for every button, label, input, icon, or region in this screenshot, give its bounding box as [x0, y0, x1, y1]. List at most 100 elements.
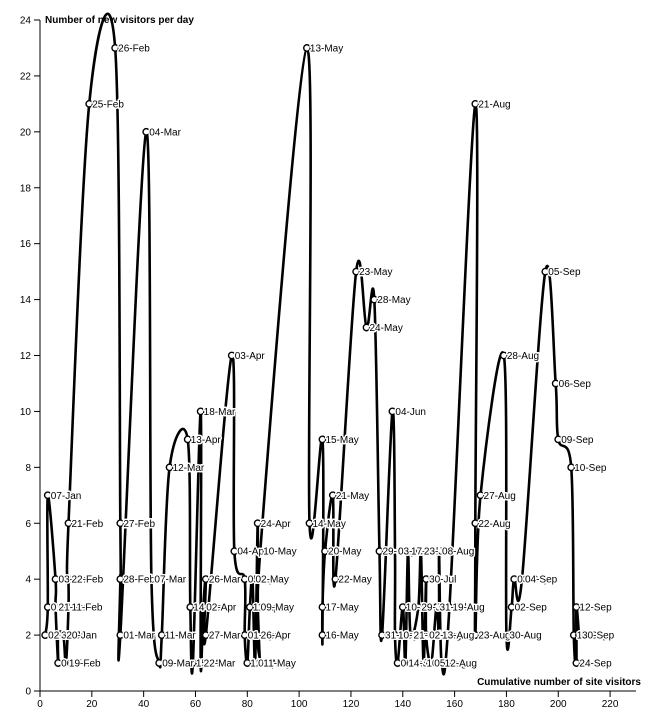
- data-point: [256, 547, 265, 556]
- data-point: [435, 547, 443, 556]
- data-point: [253, 519, 262, 528]
- data-point: [419, 659, 428, 667]
- data-label: 23-May: [359, 267, 392, 278]
- data-label: 04-Mar: [149, 127, 181, 138]
- data-point: [85, 99, 94, 108]
- data-point: [476, 491, 485, 500]
- y-tick-label: 16: [20, 239, 32, 250]
- data-point: [253, 631, 262, 639]
- data-point: [201, 575, 210, 584]
- x-tick-label: 100: [291, 699, 308, 710]
- data-label: 10-Jun: [398, 631, 429, 642]
- data-point: [318, 603, 327, 612]
- x-tick-label: 0: [37, 699, 43, 710]
- data-point: [64, 575, 73, 584]
- data-label: 22-Mar: [204, 659, 236, 670]
- data-label: 07-Jan: [51, 491, 82, 502]
- data-label: 30-Sep: [582, 631, 615, 642]
- data-label: 27-Aug: [484, 491, 516, 502]
- data-label: 19-Aug: [452, 603, 484, 614]
- data-label: 05-Aug: [434, 659, 466, 670]
- data-label: 01-May: [258, 659, 291, 670]
- data-label: 22-May: [338, 575, 371, 586]
- data-point: [352, 267, 361, 276]
- x-axis: 0 20 40 60 80 100 120 140 160 180 200 220: [37, 690, 636, 710]
- data-point: [417, 547, 425, 556]
- data-label: 06-Sep: [559, 379, 592, 390]
- data-point: [201, 631, 210, 639]
- data-label: 20-Jan: [66, 631, 97, 642]
- data-point: [388, 407, 397, 416]
- data-label: 31-Jul: [439, 603, 466, 614]
- x-tick-label: 220: [602, 699, 619, 710]
- data-point: [551, 379, 560, 388]
- data-point: [572, 659, 581, 667]
- data-label: 16-May: [325, 631, 358, 642]
- data-label: 26-Feb: [118, 43, 150, 54]
- data-point: [432, 603, 441, 612]
- data-point: [328, 491, 337, 500]
- x-tick-label: 40: [138, 699, 150, 710]
- data-label: 21-Jan: [59, 603, 90, 614]
- data-label: 03-Jun: [398, 547, 429, 558]
- data-point: [321, 547, 329, 556]
- data-label: 02-Jan: [48, 631, 79, 642]
- data-point: [147, 575, 156, 584]
- data-label: 05-Apr: [248, 575, 279, 586]
- data-label: 12-Apr: [250, 659, 281, 670]
- x-tick-label: 80: [242, 699, 254, 710]
- data-point: [155, 659, 164, 667]
- data-label: 21-Aug: [478, 99, 510, 110]
- x-tick-label: 200: [550, 699, 567, 710]
- y-tick-label: 0: [25, 687, 31, 698]
- data-label: 03-Jan: [59, 575, 90, 586]
- data-label: 28-May: [377, 295, 410, 306]
- data-point: [51, 575, 60, 584]
- data-point: [256, 659, 265, 667]
- data-label: 21-May: [336, 491, 369, 502]
- data-point: [111, 44, 120, 52]
- data-point: [422, 631, 431, 639]
- data-point: [188, 659, 197, 667]
- data-point: [62, 659, 70, 667]
- data-point: [245, 603, 254, 612]
- data-point: [510, 575, 519, 584]
- data-point: [572, 603, 581, 612]
- data-point: [64, 519, 73, 528]
- x-tick-label: 60: [190, 699, 202, 710]
- data-label: 11-Apr: [253, 603, 283, 614]
- data-point: [248, 575, 257, 584]
- data-point: [116, 631, 125, 639]
- data-label: 22-Feb: [72, 575, 104, 586]
- y-tick-label: 20: [20, 127, 32, 138]
- data-label: 22-Aug: [478, 519, 510, 530]
- data-point: [401, 659, 410, 667]
- data-point: [64, 603, 73, 612]
- data-label: 11-May: [263, 659, 296, 670]
- data-label: 14-May: [312, 519, 345, 530]
- data-point: [499, 351, 508, 360]
- data-point: [507, 603, 516, 612]
- data-point: [575, 631, 583, 639]
- data-point: [303, 44, 311, 52]
- data-label: 20-May: [328, 547, 361, 558]
- data-point: [471, 519, 480, 528]
- data-label: 13-Aug: [442, 631, 474, 642]
- data-label: 18-Mar: [204, 407, 236, 418]
- data-label: 12-Sep: [579, 603, 612, 614]
- data-label: 02-Apr: [206, 603, 237, 614]
- data-point: [243, 659, 252, 667]
- data-label: 27-Mar: [209, 631, 241, 642]
- data-label: 10-Sep: [574, 463, 607, 474]
- data-point: [305, 519, 314, 528]
- data-label: 26-Mar: [209, 575, 241, 586]
- data-label: 07-Mar: [154, 575, 186, 586]
- data-label: 12-Aug: [445, 659, 477, 670]
- data-label: 15-May: [325, 435, 358, 446]
- series-line: [43, 12, 581, 676]
- data-point: [165, 463, 174, 472]
- data-point: [541, 267, 550, 276]
- data-point: [362, 323, 371, 332]
- data-label: 25-Feb: [92, 99, 124, 110]
